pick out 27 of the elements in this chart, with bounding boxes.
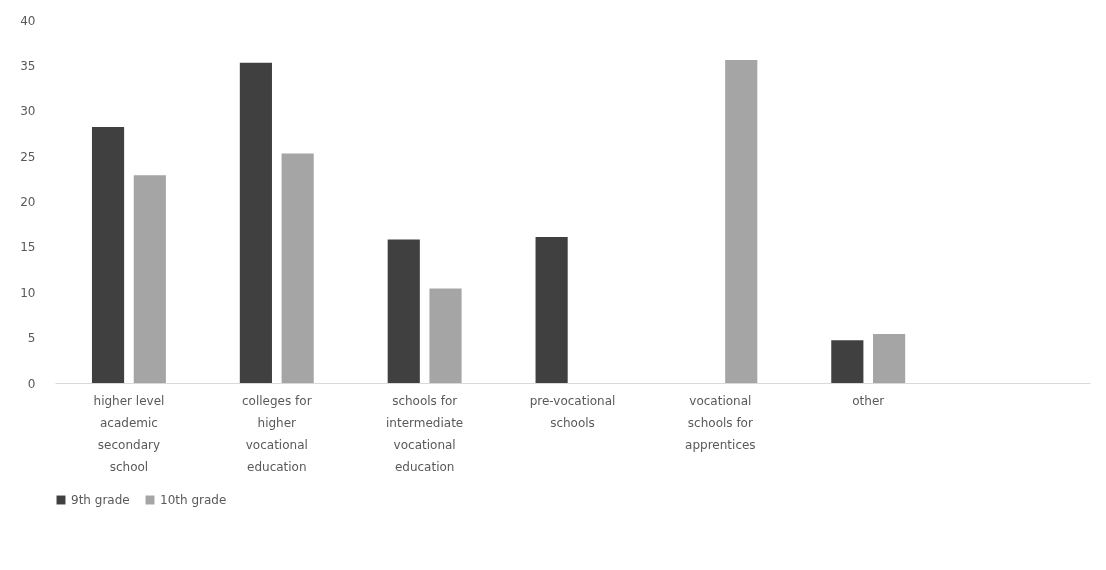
bar bbox=[91, 127, 125, 383]
x-tick-label: schools for intermediate vocational education bbox=[386, 393, 464, 474]
bar bbox=[831, 340, 864, 383]
y-tick-label: 40 bbox=[20, 13, 36, 28]
bar bbox=[873, 334, 906, 383]
y-tick-label: 35 bbox=[20, 58, 36, 73]
legend-label: 10th grade bbox=[160, 493, 227, 507]
x-tick-label: vocational schools for apprentices bbox=[685, 393, 756, 452]
x-tick-label: pre-vocational schools bbox=[529, 393, 616, 430]
bar bbox=[535, 236, 568, 383]
y-tick-label: 30 bbox=[20, 104, 36, 119]
y-tick-label: 25 bbox=[20, 149, 36, 164]
x-tick-label: higher level academic secondary school bbox=[93, 393, 165, 474]
legend-label: 9th grade bbox=[71, 493, 130, 507]
bar bbox=[725, 59, 758, 383]
y-tick-label: 10 bbox=[20, 285, 36, 300]
x-tick-label: other bbox=[852, 393, 885, 408]
y-tick-label: 20 bbox=[20, 195, 36, 209]
bar bbox=[429, 288, 462, 383]
bar bbox=[133, 175, 166, 383]
bar bbox=[387, 239, 420, 383]
y-tick-label: 5 bbox=[27, 331, 36, 346]
bar bbox=[239, 62, 272, 383]
y-tick-label: 15 bbox=[20, 240, 36, 255]
bar bbox=[281, 153, 314, 383]
x-tick-label: colleges for higher vocational education bbox=[242, 393, 312, 474]
y-tick-label: 0 bbox=[27, 376, 36, 391]
